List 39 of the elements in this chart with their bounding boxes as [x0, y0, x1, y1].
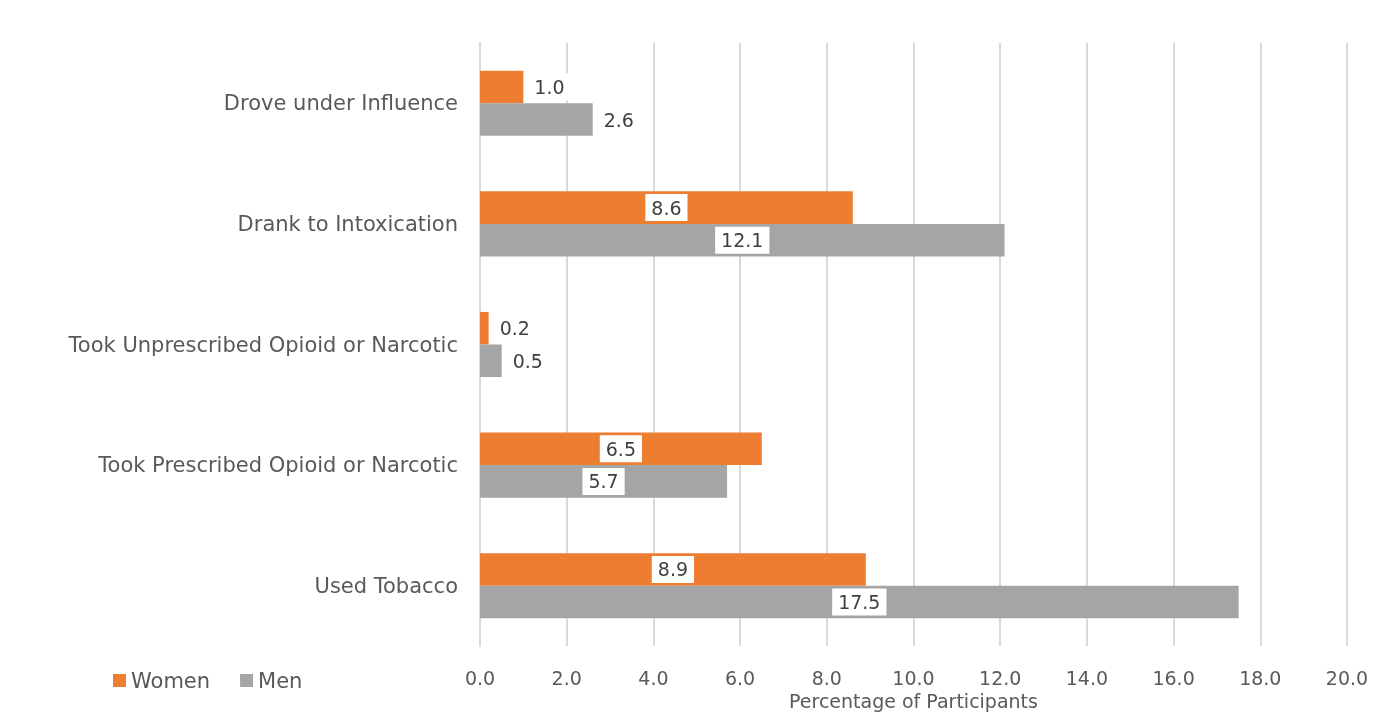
y-tick-label: Drank to Intoxication	[237, 211, 458, 236]
y-tick-label: Used Tobacco	[314, 573, 458, 598]
y-tick-label: Took Unprescribed Opioid or Narcotic	[67, 332, 458, 357]
bar	[480, 103, 593, 136]
data-label: 6.5	[605, 437, 636, 460]
x-tick-label: 2.0	[551, 666, 582, 689]
data-label: 8.9	[657, 558, 689, 581]
x-tick-label: 18.0	[1239, 666, 1282, 689]
x-tick-label: 8.0	[811, 666, 842, 689]
x-tick-label: 0.0	[464, 666, 496, 689]
x-tick-label: 12.0	[979, 666, 1022, 689]
bar	[480, 223, 1005, 257]
x-tick-label: 10.0	[892, 666, 935, 689]
x-tick-label: 16.0	[1152, 666, 1195, 689]
data-label: 17.5	[838, 590, 881, 613]
bar	[480, 585, 1239, 619]
legend-label: Women	[131, 668, 211, 693]
bar	[480, 311, 489, 345]
data-label: 12.1	[721, 229, 764, 252]
bar	[480, 553, 866, 586]
data-label: 5.7	[588, 470, 619, 493]
bar	[480, 70, 524, 104]
legend-label: Men	[258, 668, 303, 693]
data-label: 0.5	[512, 349, 543, 372]
y-tick-label: Drove under Influence	[223, 91, 458, 116]
bar	[480, 344, 502, 378]
x-tick-label: 14.0	[1065, 666, 1109, 689]
bar	[480, 191, 853, 224]
bar	[480, 432, 762, 466]
data-label: 2.6	[603, 108, 634, 131]
x-tick-label: 20.0	[1325, 666, 1369, 689]
data-label: 8.6	[651, 196, 682, 219]
x-tick-label: 6.0	[724, 666, 756, 689]
x-tick-label: 4.0	[638, 666, 669, 689]
data-label: 0.2	[499, 317, 530, 340]
y-tick-label: Took Prescribed Opioid or Narcotic	[97, 453, 458, 478]
data-label: 1.0	[534, 76, 565, 99]
bar	[480, 465, 728, 498]
x-axis-title: Percentage of Participants	[789, 690, 1038, 713]
